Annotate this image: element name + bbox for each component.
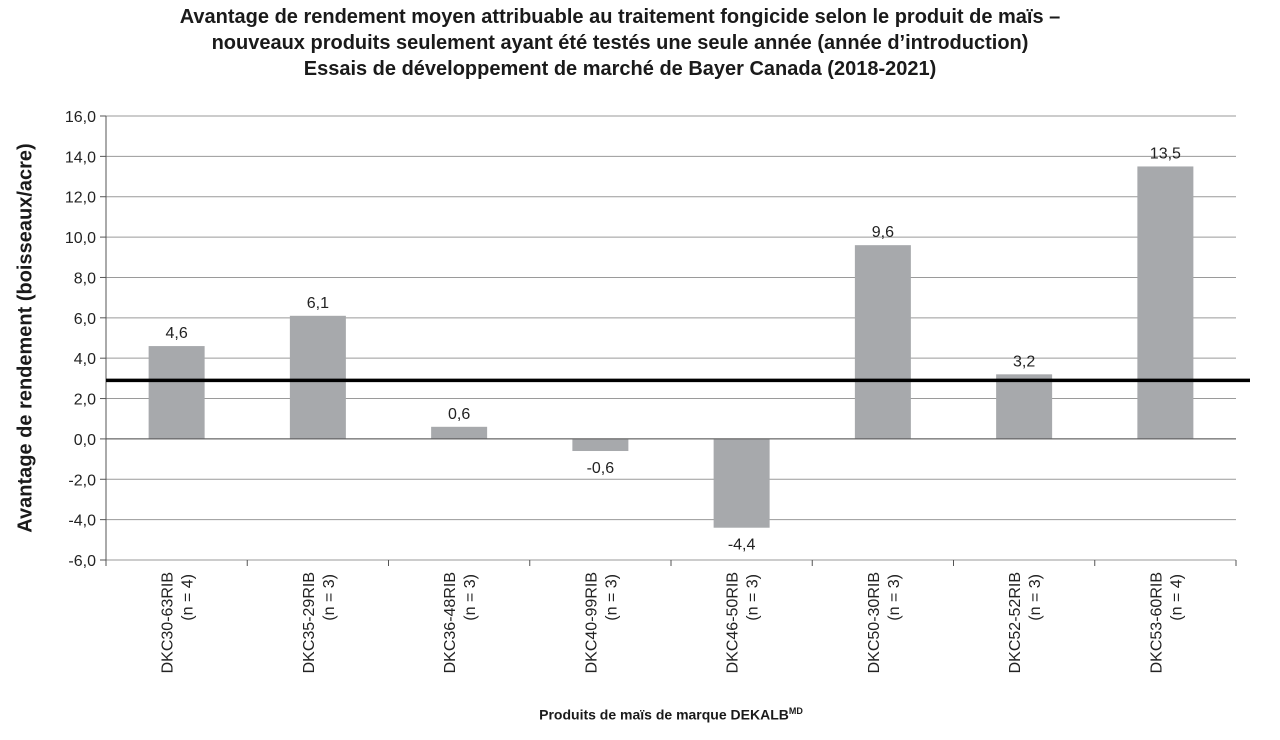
x-category-count: (n = 3) (745, 574, 762, 621)
y-tick-label: 2,0 (74, 392, 96, 409)
y-tick-label: 4,0 (74, 351, 96, 368)
data-label: -0,6 (587, 460, 615, 477)
x-category-name: DKC50-30RIB (866, 572, 883, 673)
y-tick-label: -2,0 (68, 472, 96, 489)
data-label: 0,6 (448, 406, 470, 423)
y-tick-label: -4,0 (68, 513, 96, 530)
bar (289, 315, 346, 439)
x-category-name: DKC35-29RIB (301, 572, 318, 673)
y-tick-label: 0,0 (74, 432, 96, 449)
chart-title: Avantage de rendement moyen attribuable … (0, 4, 1240, 82)
x-category-label: DKC46-50RIB (n = 3) (725, 572, 762, 673)
y-tick-label: 8,0 (74, 270, 96, 287)
x-category-count: (n = 3) (462, 574, 479, 621)
bar (148, 346, 205, 439)
x-category-count: (n = 3) (1027, 574, 1044, 621)
data-label: -4,4 (728, 537, 756, 554)
bar (431, 426, 488, 439)
y-tick-label: 6,0 (74, 311, 96, 328)
data-label: 3,2 (1013, 353, 1035, 370)
x-category-label: DKC30-63RIB (n = 4) (160, 572, 197, 673)
x-category-name: DKC53-60RIB (1148, 572, 1165, 673)
x-category-name: DKC46-50RIB (725, 572, 742, 673)
bar (1137, 166, 1194, 439)
x-category-name: DKC52-52RIB (1007, 572, 1024, 673)
x-category-label: DKC50-30RIB (n = 3) (866, 572, 903, 673)
y-tick-label: 16,0 (65, 109, 96, 126)
y-tick-label: 10,0 (65, 230, 96, 247)
data-label: 13,5 (1150, 145, 1181, 162)
chart-title-line-2: nouveaux produits seulement ayant été te… (211, 32, 1029, 54)
x-category-name: DKC40-99RIB (583, 572, 600, 673)
x-category-count: (n = 4) (1168, 574, 1185, 621)
data-label: 9,6 (872, 224, 894, 241)
y-tick-label: 12,0 (65, 190, 96, 207)
chart-title-line-3: Essais de développement de marché de Bay… (303, 58, 937, 80)
bar (996, 374, 1053, 439)
x-category-label: DKC40-99RIB (n = 3) (583, 572, 620, 673)
data-label: 4,6 (166, 325, 188, 342)
x-category-label: DKC35-29RIB (n = 3) (301, 572, 338, 673)
x-category-count: (n = 3) (321, 574, 338, 621)
x-axis-label-superscript: MD (788, 706, 803, 716)
x-category-label: DKC52-52RIB (n = 3) (1007, 572, 1044, 673)
x-category-name: DKC36-48RIB (442, 572, 459, 673)
chart-title-line-1: Avantage de rendement moyen attribuable … (179, 6, 1061, 28)
x-category-count: (n = 3) (603, 574, 620, 621)
bar (854, 245, 911, 439)
data-label: 6,1 (307, 295, 329, 312)
x-category-label: DKC36-48RIB (n = 3) (442, 572, 479, 673)
bar (713, 438, 770, 528)
y-tick-label: -6,0 (68, 553, 96, 570)
x-axis-label: Produits de maïs de marque DEKALBMD (0, 706, 1280, 723)
y-tick-label: 14,0 (65, 149, 96, 166)
x-axis-label-text: Produits de maïs de marque DEKALB (539, 706, 789, 723)
bar (572, 438, 629, 452)
x-category-name: DKC30-63RIB (160, 572, 177, 673)
x-category-count: (n = 3) (886, 574, 903, 621)
x-category-count: (n = 4) (180, 574, 197, 621)
x-category-label: DKC53-60RIB (n = 4) (1148, 572, 1185, 673)
